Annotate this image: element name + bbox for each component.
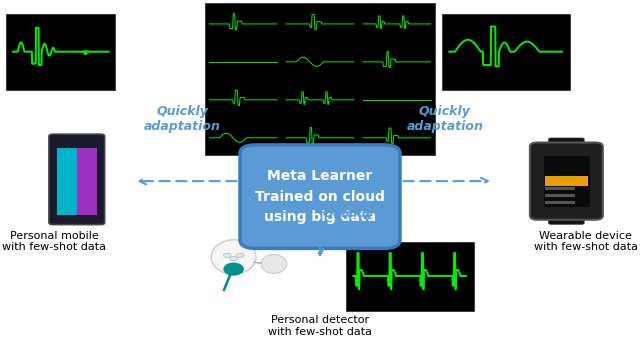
Bar (545, 194, 575, 197)
Text: Personal mobile
with few-shot data: Personal mobile with few-shot data (3, 231, 106, 252)
Circle shape (223, 253, 231, 257)
Ellipse shape (223, 263, 244, 276)
Text: Quickly
adaptation: Quickly adaptation (144, 105, 221, 133)
FancyBboxPatch shape (67, 137, 87, 143)
Circle shape (236, 253, 244, 257)
Text: Meta Learner
Trained on cloud
using big data: Meta Learner Trained on cloud using big … (255, 169, 385, 224)
Bar (57, 148, 77, 215)
Bar (545, 187, 575, 190)
Bar (6, 14, 115, 90)
Ellipse shape (261, 255, 287, 273)
Text: Quickly
adaptation: Quickly adaptation (406, 105, 483, 133)
FancyBboxPatch shape (548, 214, 584, 224)
Bar (205, 3, 435, 155)
Text: Quickly
adaptation: Quickly adaptation (310, 207, 387, 235)
Ellipse shape (211, 240, 256, 274)
Bar (442, 14, 570, 90)
Bar (545, 177, 588, 186)
Circle shape (230, 257, 237, 261)
Bar (545, 201, 575, 204)
Bar (77, 148, 97, 215)
FancyBboxPatch shape (240, 145, 400, 248)
Text: Wearable device
with few-shot data: Wearable device with few-shot data (534, 231, 637, 252)
Bar (346, 241, 474, 310)
FancyBboxPatch shape (530, 142, 603, 220)
Text: Personal detector
with few-shot data: Personal detector with few-shot data (268, 315, 372, 337)
FancyBboxPatch shape (49, 134, 104, 225)
Bar (543, 155, 590, 207)
FancyBboxPatch shape (548, 138, 584, 148)
